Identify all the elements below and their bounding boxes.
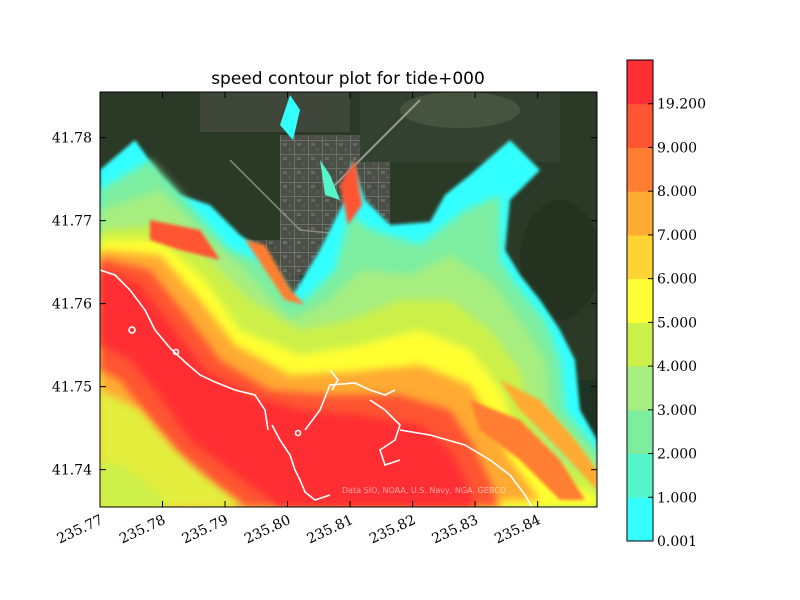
colorbar-band	[627, 103, 653, 148]
speed-contour-field	[100, 95, 597, 507]
y-tick-label: 41.76	[52, 297, 92, 313]
colorbar-band	[627, 409, 653, 455]
x-tick-label: 235.83	[430, 512, 481, 547]
colorbar-label: 19.200	[657, 97, 706, 113]
colorbar-band	[627, 322, 653, 367]
y-axis: 41.74 41.75 41.76 41.77 41.78	[52, 131, 597, 479]
colorbar-label: 4.000	[657, 359, 697, 375]
x-tick-label: 235.81	[305, 512, 356, 547]
y-tick-label: 41.74	[52, 463, 92, 479]
x-tick-label: 235.82	[367, 512, 418, 547]
plot-area: Data SIO, NOAA, U.S. Navy, NGA, GEBCO	[100, 92, 597, 507]
colorbar-band	[627, 497, 653, 542]
colorbar-label: 6.000	[657, 272, 697, 288]
colorbar-band	[627, 278, 653, 323]
x-tick-label: 235.80	[242, 512, 293, 547]
x-tick-label: 235.84	[492, 512, 543, 547]
x-tick-label: 235.77	[55, 512, 106, 547]
colorbar-band	[627, 147, 653, 192]
colorbar-band	[627, 366, 653, 411]
colorbar-label: 7.000	[657, 228, 697, 244]
colorbar-band	[627, 234, 653, 280]
y-tick-label: 41.75	[52, 380, 92, 396]
colorbar-band	[627, 191, 653, 236]
colorbar-label: 3.000	[657, 403, 697, 419]
chart-title: speed contour plot for tide+000	[211, 69, 485, 89]
x-tick-label: 235.79	[180, 512, 231, 547]
colorbar-label: 5.000	[657, 315, 697, 331]
colorbar-band	[627, 60, 653, 105]
y-tick-label: 41.78	[52, 131, 92, 147]
colorbar-label: 9.000	[657, 140, 697, 156]
coastline-contours	[100, 269, 533, 507]
colorbar-band	[627, 453, 653, 498]
plot-frame	[99, 91, 598, 508]
colorbar-label: 2.000	[657, 447, 697, 463]
colorbar: 0.001 1.000 2.000 3.000 4.000 5.000 6.000 7.000…	[626, 59, 706, 550]
basemap-attribution: Data SIO, NOAA, U.S. Navy, NGA, GEBCO	[342, 486, 506, 495]
y-tick-label: 41.77	[52, 214, 92, 230]
colorbar-label: 0.001	[657, 534, 697, 550]
x-tick-label: 235.78	[117, 512, 168, 547]
colorbar-frame	[626, 59, 654, 542]
colorbar-label: 1.000	[657, 490, 697, 506]
colorbar-label: 8.000	[657, 184, 697, 200]
